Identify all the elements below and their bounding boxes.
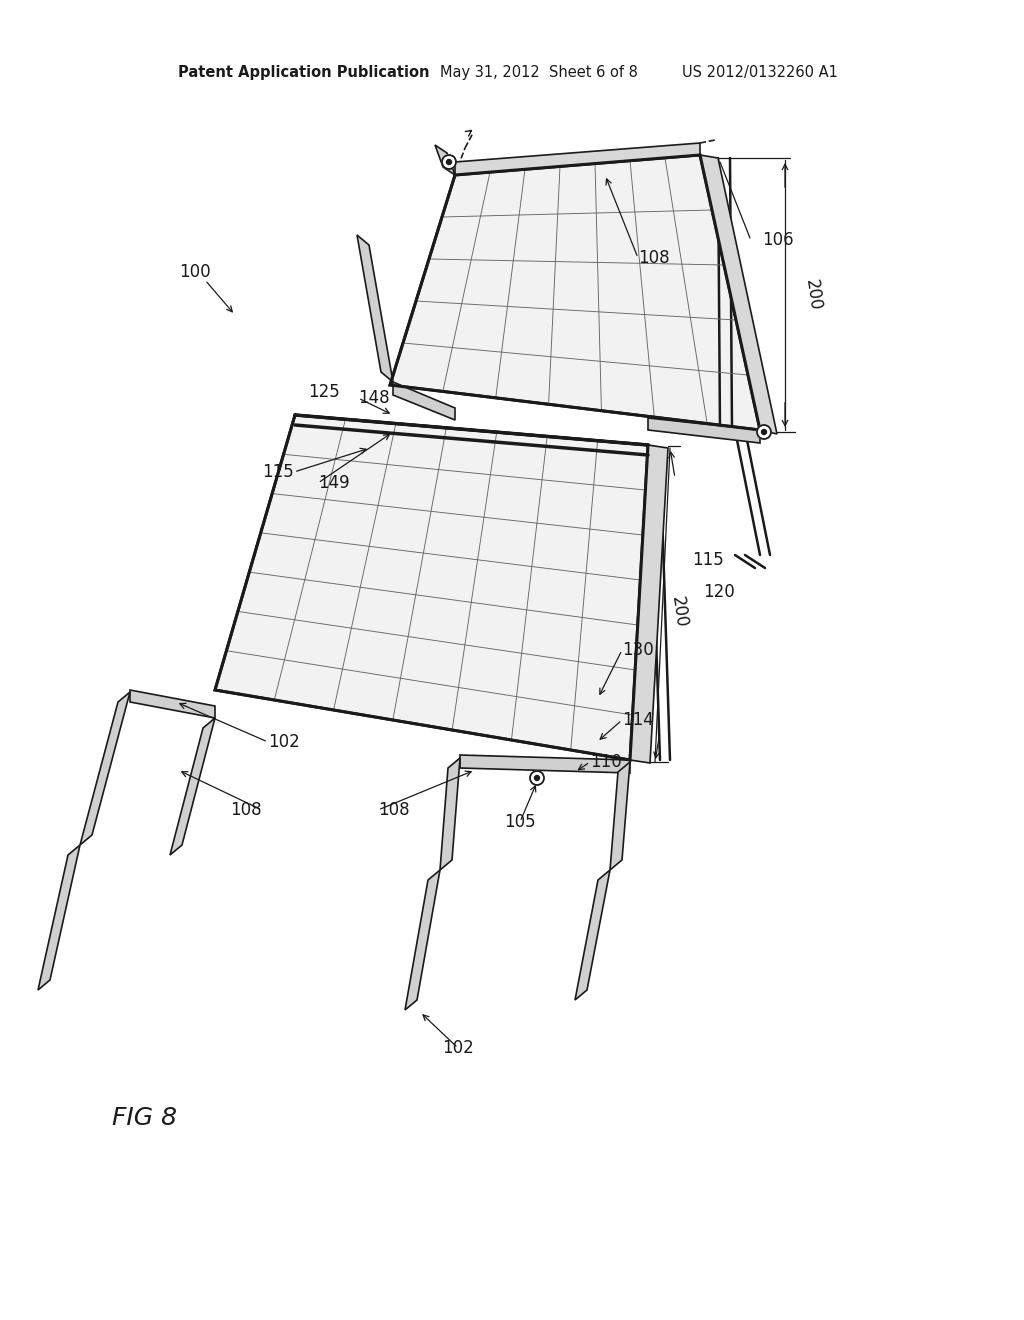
Text: 200: 200 [668,595,690,628]
Text: Patent Application Publication: Patent Application Publication [178,66,429,81]
Text: 200: 200 [802,279,824,312]
Text: 108: 108 [230,801,262,818]
Text: 114: 114 [622,711,653,729]
Text: May 31, 2012  Sheet 6 of 8: May 31, 2012 Sheet 6 of 8 [440,66,638,81]
Circle shape [535,776,540,780]
Text: 102: 102 [268,733,300,751]
Text: 105: 105 [504,813,536,832]
Polygon shape [390,154,760,430]
Text: 130: 130 [622,642,653,659]
Circle shape [442,154,456,169]
Text: US 2012/0132260 A1: US 2012/0132260 A1 [682,66,838,81]
Text: 102: 102 [442,1039,474,1057]
Text: 108: 108 [378,801,410,818]
Polygon shape [648,418,760,444]
Polygon shape [455,143,700,176]
Circle shape [757,425,771,440]
Text: 148: 148 [358,389,389,407]
Text: 115: 115 [692,550,724,569]
Text: 110: 110 [590,752,622,771]
Text: 108: 108 [638,249,670,267]
Text: 120: 120 [703,583,735,601]
Circle shape [446,160,452,165]
Text: 115: 115 [262,463,294,480]
Polygon shape [215,414,648,760]
Polygon shape [440,758,460,870]
Polygon shape [700,154,777,434]
Polygon shape [630,445,668,763]
Polygon shape [80,692,130,845]
Circle shape [762,429,767,434]
Text: 149: 149 [318,474,349,492]
Polygon shape [393,381,455,420]
Polygon shape [357,235,393,381]
Polygon shape [170,718,215,855]
Polygon shape [38,845,80,990]
Text: 125: 125 [308,383,340,401]
Polygon shape [460,755,630,774]
Polygon shape [435,145,455,176]
Polygon shape [130,690,215,718]
Polygon shape [575,870,610,1001]
Circle shape [530,771,544,785]
Polygon shape [610,762,630,870]
Polygon shape [406,870,440,1010]
Text: 100: 100 [179,263,211,281]
Text: FIG 8: FIG 8 [112,1106,177,1130]
Text: 106: 106 [762,231,794,249]
